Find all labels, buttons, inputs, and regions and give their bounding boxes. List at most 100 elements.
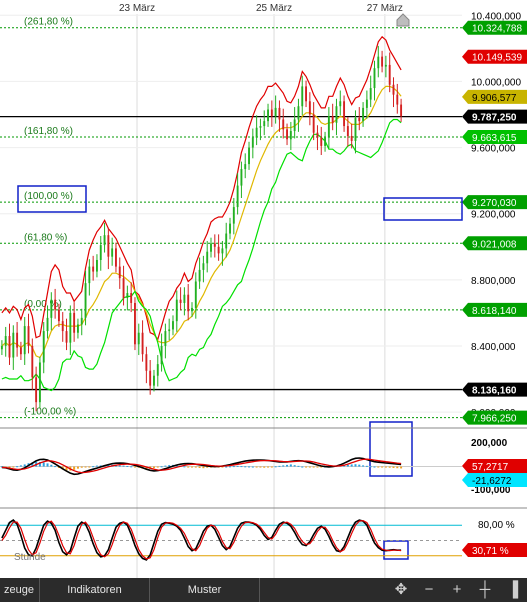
candle-body — [225, 233, 228, 249]
candle-body — [107, 235, 110, 257]
candle-body — [38, 362, 41, 403]
candle-body — [183, 294, 186, 303]
macd-histogram-bar — [400, 466, 403, 469]
macd-histogram-bar — [343, 465, 346, 467]
date-tick-label: 23 März — [119, 3, 155, 14]
candle-body — [270, 109, 273, 117]
macd-histogram-bar — [190, 466, 193, 468]
candle-body — [255, 127, 258, 138]
candle-body — [4, 336, 7, 346]
price-tag-bg — [462, 236, 527, 251]
bollinger-middle-line — [1, 85, 402, 359]
macd-histogram-bar — [198, 466, 201, 468]
candle-body — [346, 126, 349, 136]
tools-icon[interactable]: ✥ — [394, 581, 408, 598]
stoch-overbought-fill — [353, 522, 358, 526]
macd-histogram-bar — [152, 466, 155, 469]
candle-body — [263, 121, 266, 127]
macd-histogram-bar — [350, 464, 353, 467]
candle-body — [61, 321, 64, 332]
candle-body — [335, 106, 338, 123]
candle-body — [19, 347, 22, 355]
candle-body — [46, 317, 49, 332]
fib-level-label: (-100,00 %) — [24, 407, 76, 418]
candle-body — [251, 137, 254, 148]
price-tag: 9.021,008 — [472, 239, 517, 250]
macd-histogram-bar — [229, 466, 232, 468]
candle-body — [377, 56, 380, 69]
candle-body — [320, 137, 323, 146]
macd-histogram-bar — [80, 466, 83, 468]
zoom-in-icon[interactable]: + — [452, 581, 462, 598]
macd-histogram-bar — [267, 466, 270, 468]
price-tag-bg — [462, 195, 527, 210]
candle-body — [164, 331, 167, 346]
timeframe-label: Stunde — [14, 552, 46, 563]
macd-tick-label: 200,000 — [471, 438, 508, 449]
zoom-out-icon[interactable]: − — [424, 581, 434, 598]
highlight-box — [17, 185, 87, 213]
scroll-marker-icon — [396, 13, 410, 27]
tab-werkzeuge[interactable]: zeuge — [0, 578, 40, 602]
price-tag-bg — [462, 410, 527, 425]
candle-body — [324, 137, 327, 146]
candle-body — [160, 345, 163, 365]
price-candles — [0, 45, 403, 412]
tab-muster[interactable]: Muster — [150, 578, 260, 602]
macd-histogram-bar — [388, 466, 391, 468]
price-tag-bg — [462, 109, 527, 124]
price-tag: 10.149,539 — [472, 53, 522, 64]
candle-body — [331, 116, 334, 123]
candle-body — [153, 375, 155, 386]
macd-histogram-bar — [46, 463, 49, 467]
tab-indikatoren[interactable]: Indikatoren — [40, 578, 150, 602]
crosshair-icon[interactable]: ┼ — [479, 581, 491, 598]
macd-histogram-bar — [365, 465, 368, 467]
macd-histogram-bar — [244, 466, 247, 468]
candle-body — [126, 293, 129, 299]
macd-histogram-bar — [175, 465, 178, 467]
macd-histogram-bar — [76, 466, 79, 469]
fibonacci-levels: (261,80 %) (161,80 %) (100,00 %) (61,80 %) (… — [0, 17, 462, 419]
macd-histogram-bar — [194, 466, 197, 468]
candle-body — [289, 131, 292, 140]
candle-body — [392, 84, 395, 95]
stoch-tag: 30,71 % — [472, 546, 509, 557]
candle-body — [179, 299, 182, 303]
candle-body — [301, 86, 304, 107]
candle-body — [118, 266, 121, 279]
candle-body — [358, 117, 361, 122]
candle-body — [73, 312, 76, 333]
macd-tag: -21,6272 — [472, 476, 512, 487]
macd-histogram-bar — [19, 465, 22, 467]
price-tag: 8.136,160 — [472, 386, 517, 397]
macd-histogram-bar — [236, 465, 239, 467]
scroll-marker[interactable] — [396, 13, 410, 27]
price-grid — [0, 14, 462, 413]
price-tag-bg — [462, 20, 527, 35]
chart-area[interactable]: 23 März 25 März 27 März (261,80 %) (161,80 … — [0, 0, 527, 578]
macd-tick-label: -100,000 — [471, 485, 511, 496]
date-tick-label: 27 März — [367, 3, 403, 14]
macd-histogram-bar — [373, 466, 376, 468]
macd-histogram-bar — [92, 466, 95, 468]
price-tag-bg — [462, 382, 527, 397]
macd-histogram-bar — [118, 465, 121, 467]
bollinger-upper-line — [1, 35, 402, 341]
candle-body — [42, 331, 45, 363]
scrollbar-icon[interactable]: ▐ — [507, 581, 519, 598]
candle-body — [316, 132, 319, 138]
macd-histogram-bar — [206, 466, 209, 468]
price-tag-bg — [462, 89, 527, 104]
candle-body — [293, 119, 296, 132]
candle-body — [362, 107, 365, 122]
macd-histogram-bar — [274, 466, 277, 468]
highlight-box — [369, 421, 413, 477]
price-tag: 10.324,788 — [472, 24, 522, 35]
price-tag: 9.787,250 — [472, 113, 517, 124]
candle-body — [141, 332, 144, 355]
macd-histogram-bar — [65, 466, 68, 471]
price-tags: 10.324,788 10.149,539 9.906,577 9.787,250 9.… — [462, 20, 527, 425]
macd-histogram-bar — [301, 466, 304, 468]
candle-body — [305, 86, 308, 102]
